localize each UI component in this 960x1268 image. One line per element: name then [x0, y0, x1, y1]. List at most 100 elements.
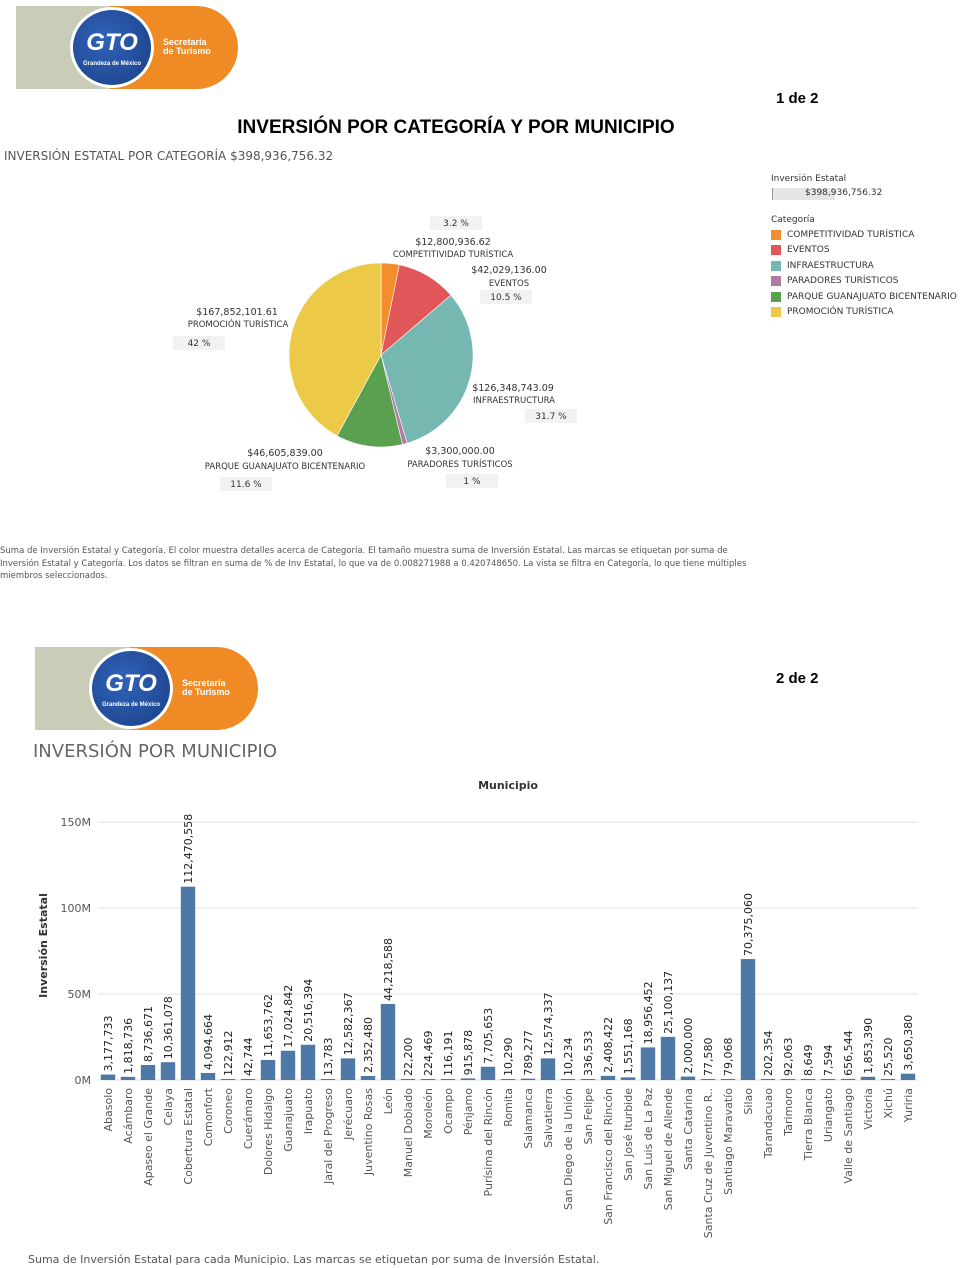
bar-romita [500, 1079, 516, 1080]
bar-jerecuaro [340, 1058, 356, 1080]
bar-celaya [160, 1062, 176, 1080]
bar-san-francisco-del-rincon [600, 1075, 616, 1080]
y-tick-label: 0M [75, 1074, 92, 1087]
x-tick-label: Xichú [882, 1088, 895, 1119]
legend-size-bar: $398,936,756.32 [771, 187, 960, 201]
bar-section-title: INVERSIÓN POR MUNICIPIO [33, 741, 277, 762]
bar-santa-catarina [680, 1076, 696, 1080]
bar-value-label: 18,956,452 [642, 981, 655, 1044]
x-tick-label: Romita [502, 1088, 515, 1127]
x-tick-label: Silao [742, 1088, 755, 1115]
bar-header: Municipio [478, 779, 538, 792]
pie-caption: Suma de Inversión Estatal y Categoría. E… [0, 546, 747, 581]
legend-item-infraestructura: INFRAESTRUCTURA [771, 258, 960, 274]
pie-percent-label: 11.6 % [230, 480, 262, 490]
x-tick-label: San Felipe [582, 1088, 595, 1145]
pie-value-label: $126,348,743.09 [472, 383, 554, 394]
legend-item-competitividad-turistica: COMPETITIVIDAD TURÍSTICA [771, 227, 960, 243]
bar-salvatierra [540, 1058, 556, 1080]
pie-percent-box [430, 216, 482, 230]
bar-san-diego-de-la-union [560, 1079, 576, 1080]
bar-value-label: 1,818,736 [122, 1018, 135, 1074]
pie-slice-promocion-turistica [288, 262, 382, 437]
y-tick-label: 50M [68, 988, 92, 1001]
x-tick-label: Salamanca [522, 1088, 535, 1149]
bar-value-label: 20,516,394 [302, 979, 315, 1042]
logo-tagline: Grandeza de México [101, 702, 161, 708]
bar-moroleon [420, 1079, 436, 1080]
bar-value-label: 3,177,733 [102, 1016, 115, 1072]
pie-category-label: PROMOCIÓN TURÍSTICA [188, 318, 289, 330]
x-tick-label: Moroleón [422, 1088, 435, 1139]
bar-juventino-rosas [360, 1075, 376, 1080]
logo-dept-line1: Secretaría [163, 37, 207, 47]
pie-percent-box [220, 477, 272, 491]
x-tick-label: Coroneo [222, 1088, 235, 1134]
x-tick-label: León [382, 1088, 395, 1114]
bar-santa-cruz-de-juventino-r [700, 1079, 716, 1080]
bar-ocampo [440, 1079, 456, 1080]
logo-tagline: Grandeza de México [82, 61, 142, 67]
legend-label: PARADORES TURÍSTICOS [787, 276, 899, 287]
bar-value-label: 1,853,390 [862, 1018, 875, 1074]
pie-value-label: $12,800,936.62 [415, 237, 491, 248]
legend-size-swatch [772, 188, 835, 200]
bar-value-label: 25,520 [882, 1038, 895, 1077]
bar-salamanca [520, 1078, 536, 1080]
bar-cobertura-estatal [180, 886, 196, 1080]
bar-value-label: 25,100,137 [662, 971, 675, 1034]
bar-purisima-del-rincon [480, 1066, 496, 1080]
x-tick-label: Tarimoro [782, 1088, 795, 1137]
legend-swatch [771, 307, 781, 318]
x-tick-label: San Luis de La Paz [642, 1088, 655, 1190]
x-tick-label: Uriangato [822, 1088, 835, 1142]
x-tick-label: Dolores Hidalgo [262, 1088, 275, 1175]
x-tick-label: Celaya [162, 1088, 175, 1126]
bar-value-label: 13,783 [322, 1038, 335, 1077]
x-tick-label: Salvatierra [542, 1088, 555, 1148]
bar-value-label: 336,533 [582, 1031, 595, 1077]
legend-category-title: Categoría [771, 215, 815, 225]
bar-value-label: 92,063 [782, 1038, 795, 1077]
bar-value-label: 116,191 [442, 1031, 455, 1077]
x-tick-label: Juventino Rosas [362, 1088, 375, 1176]
bar-value-label: 12,574,337 [542, 992, 555, 1055]
bar-value-label: 2,000,000 [682, 1018, 695, 1074]
x-tick-label: Apaseo el Grande [142, 1088, 155, 1186]
x-tick-label: Comonfort [202, 1087, 215, 1146]
x-tick-label: Victoria [862, 1088, 875, 1130]
bar-caption: Suma de Inversión Estatal para cada Muni… [28, 1253, 600, 1266]
bar-value-label: 4,094,664 [202, 1014, 215, 1070]
legend-swatch [771, 245, 781, 256]
pie-category-label: EVENTOS [489, 279, 529, 289]
legend-label: PROMOCIÓN TURÍSTICA [787, 307, 894, 318]
bar-value-label: 3,650,380 [902, 1015, 915, 1071]
bar-value-label: 224,469 [422, 1031, 435, 1077]
bar-value-label: 42,744 [242, 1038, 255, 1077]
page-number-2: 2 de 2 [776, 670, 819, 687]
bar-value-label: 44,218,588 [382, 938, 395, 1001]
page-title: INVERSIÓN POR CATEGORÍA Y POR MUNICIPIO [237, 117, 675, 138]
bar-value-label: 202,354 [762, 1031, 775, 1077]
bar-value-label: 2,352,480 [362, 1017, 375, 1073]
bar-dolores-hidalgo [260, 1059, 276, 1080]
x-tick-label: Guanajuato [282, 1088, 295, 1152]
x-tick-label: Jerécuaro [342, 1088, 355, 1141]
legend-label: COMPETITIVIDAD TURÍSTICA [787, 229, 915, 240]
x-tick-label: Jaral del Progreso [322, 1088, 335, 1185]
bar-guanajuato [280, 1050, 296, 1080]
bar-value-label: 10,234 [562, 1038, 575, 1077]
legend-items: COMPETITIVIDAD TURÍSTICA EVENTOS INFRAESTR… [771, 227, 960, 320]
pie-category-label: INFRAESTRUCTURA [473, 396, 555, 406]
bar-victoria [860, 1076, 876, 1080]
legend-swatch [771, 260, 781, 271]
pie-subtitle: INVERSIÓN ESTATAL POR CATEGORÍA $398,936… [4, 149, 334, 163]
bar-acambaro [120, 1076, 136, 1080]
pie-category-label: PARQUE GUANAJUATO BICENTENARIO [205, 462, 366, 472]
logo-dept-line2: de Turismo [163, 46, 211, 56]
bar-cueramaro [240, 1079, 256, 1080]
x-tick-label: Valle de Santiago [842, 1088, 855, 1184]
x-tick-label: Acámbaro [122, 1088, 135, 1144]
bar-value-label: 2,408,422 [602, 1017, 615, 1073]
